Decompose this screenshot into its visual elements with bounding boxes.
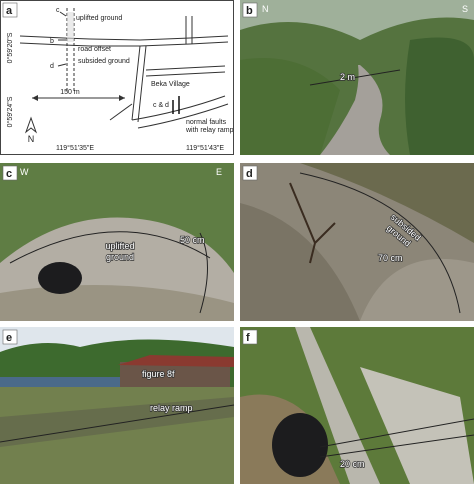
panel-label: f	[246, 332, 250, 344]
panel-photo: figure 8f relay ramp e	[0, 327, 235, 484]
photo-label: ground	[106, 252, 134, 262]
map-label: Beka Village	[151, 81, 190, 88]
measure-label: 20 cm	[340, 459, 365, 469]
map-label: c & d	[153, 102, 169, 109]
panel-photo: W E uplifted ground 50 cm c	[0, 163, 234, 321]
map-label: with relay ramp	[185, 127, 234, 134]
lon-label: 119°51'35"E	[56, 144, 94, 152]
map-label: c	[56, 7, 60, 14]
direction-label: W	[20, 167, 29, 177]
lon-label: 119°51'43"E	[186, 144, 224, 152]
panel-photo: 20 cm f	[240, 327, 474, 484]
measure-label: 50 cm	[180, 235, 205, 245]
direction-label: N	[262, 4, 269, 14]
photo-label: figure 8f	[142, 369, 175, 379]
lat-label: 0°59'24"S	[6, 96, 14, 127]
panel-photo: N S 2 m b	[240, 0, 474, 155]
panel-photo: subsided ground 70 cm d	[240, 163, 474, 321]
measure-label: 70 cm	[378, 253, 403, 263]
panel-label: c	[6, 168, 12, 180]
photo-label: uplifted	[105, 241, 134, 251]
map-label: road offset	[78, 46, 111, 53]
lat-label: 0°59'20"S	[6, 32, 14, 63]
map-label: normal faults	[186, 119, 227, 126]
panel-label: b	[246, 5, 253, 17]
map-label: d	[50, 63, 54, 70]
panel-label: d	[246, 168, 253, 180]
map-label: subsided ground	[78, 58, 130, 65]
map-label: uplifted ground	[76, 15, 122, 22]
measure-label: 2 m	[340, 72, 355, 82]
panel-map: uplifted ground c b road offset d subsid…	[0, 0, 234, 155]
map-label: b	[50, 38, 54, 45]
direction-label: S	[462, 4, 468, 14]
direction-label: E	[216, 167, 222, 177]
photo-label: relay ramp	[150, 403, 193, 413]
panel-label: e	[6, 332, 12, 344]
scale-label: 150 m	[60, 89, 80, 96]
panel-label: a	[6, 5, 13, 17]
north-label: N	[28, 134, 35, 144]
